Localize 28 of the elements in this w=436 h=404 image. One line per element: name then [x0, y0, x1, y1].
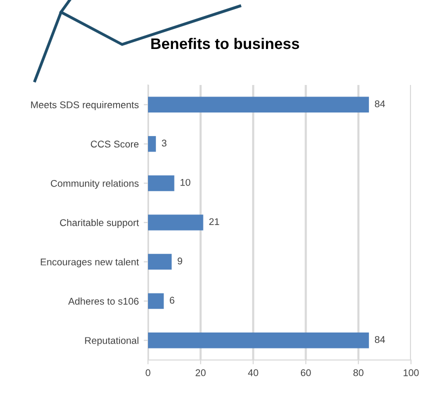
data-label: 10: [180, 178, 190, 186]
x-tick-label: 60: [300, 369, 311, 376]
bar: [148, 214, 204, 230]
chart-title: Benefits to business: [151, 38, 300, 50]
x-tick-label: 40: [248, 369, 258, 376]
x-tick-label: 20: [196, 369, 206, 376]
y-tick-label: CCS Score: [90, 140, 139, 148]
data-label: 3: [162, 140, 166, 147]
x-tick-label: 80: [353, 369, 364, 376]
data-label: 84: [374, 336, 386, 343]
bar: [148, 254, 172, 270]
data-label: 6: [170, 296, 174, 304]
y-tick-label: Encourages new talent: [40, 258, 139, 268]
bar: [148, 136, 156, 152]
bar: [148, 293, 164, 309]
x-tick-label: 100: [404, 369, 419, 376]
x-tick-label: 0: [146, 369, 150, 376]
data-label: 84: [374, 100, 386, 108]
bar: [148, 96, 369, 112]
bar: [148, 332, 369, 348]
y-tick-label: Charitable support: [60, 218, 139, 228]
y-tick-label: Reputational: [85, 336, 138, 346]
data-label: 21: [209, 218, 220, 226]
y-tick-label: Adheres to s106: [68, 298, 139, 305]
data-label: 9: [178, 258, 182, 264]
y-tick-label: Meets SDS requirements: [31, 101, 139, 110]
bar: [148, 175, 174, 192]
y-tick-label: Community relations: [50, 180, 139, 189]
